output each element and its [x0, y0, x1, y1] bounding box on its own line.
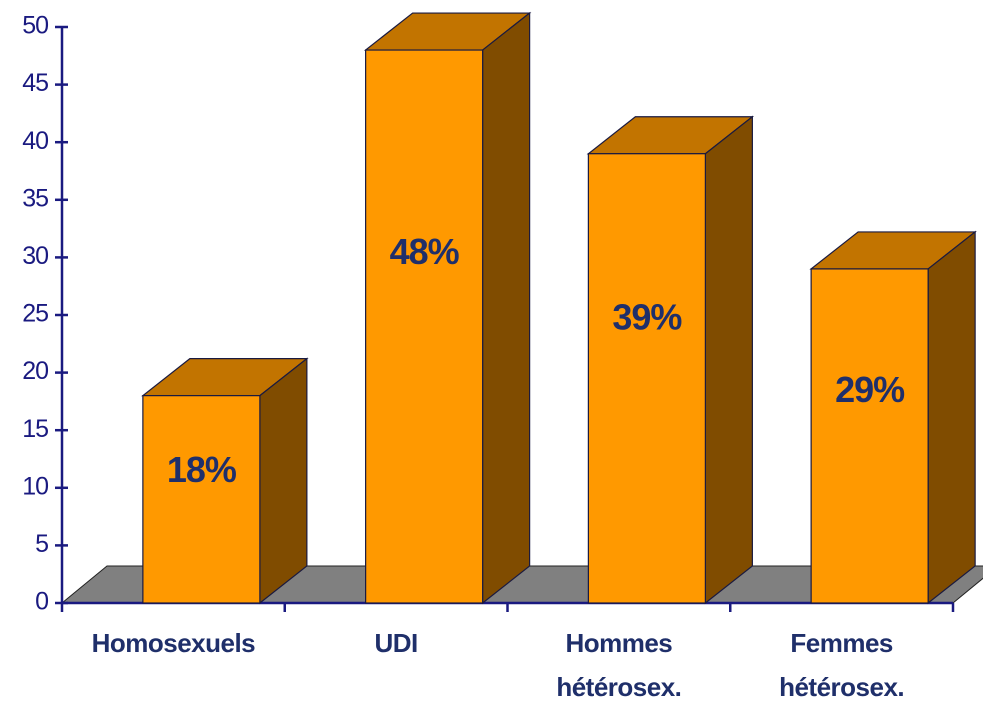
bar-front [365, 49, 484, 604]
bar-side [259, 357, 308, 605]
value-label: 48% [390, 231, 460, 272]
y-tick-label: 40 [22, 127, 48, 155]
bar-front [810, 268, 929, 604]
x-tick-label: Homosexuels [92, 628, 256, 658]
x-tick-label: Hommes hétérosex. [556, 628, 681, 702]
y-tick-label: 5 [35, 530, 48, 558]
value-label: 18% [167, 449, 237, 490]
bar [586, 115, 755, 605]
y-tick-label: 50 [22, 12, 48, 40]
x-tick-label: UDI [374, 628, 417, 658]
y-tick-label: 0 [35, 588, 48, 616]
bar-front [587, 153, 706, 604]
value-label: 29% [835, 369, 905, 410]
value-label: 39% [612, 296, 682, 337]
y-tick-label: 10 [22, 472, 48, 500]
bar [809, 230, 977, 605]
bar-side [482, 11, 531, 605]
bar-side [704, 115, 753, 605]
x-tick-label: Femmes hétérosex. [779, 628, 904, 702]
bar [363, 11, 532, 605]
y-tick-label: 15 [22, 415, 48, 443]
y-tick-label: 30 [22, 242, 48, 270]
bar-front [142, 395, 261, 604]
bar [141, 357, 309, 605]
y-tick-label: 20 [22, 357, 48, 385]
bar-side [927, 230, 976, 605]
y-tick-label: 25 [22, 300, 48, 328]
y-tick-label: 45 [22, 69, 48, 97]
y-tick-label: 35 [22, 184, 48, 212]
